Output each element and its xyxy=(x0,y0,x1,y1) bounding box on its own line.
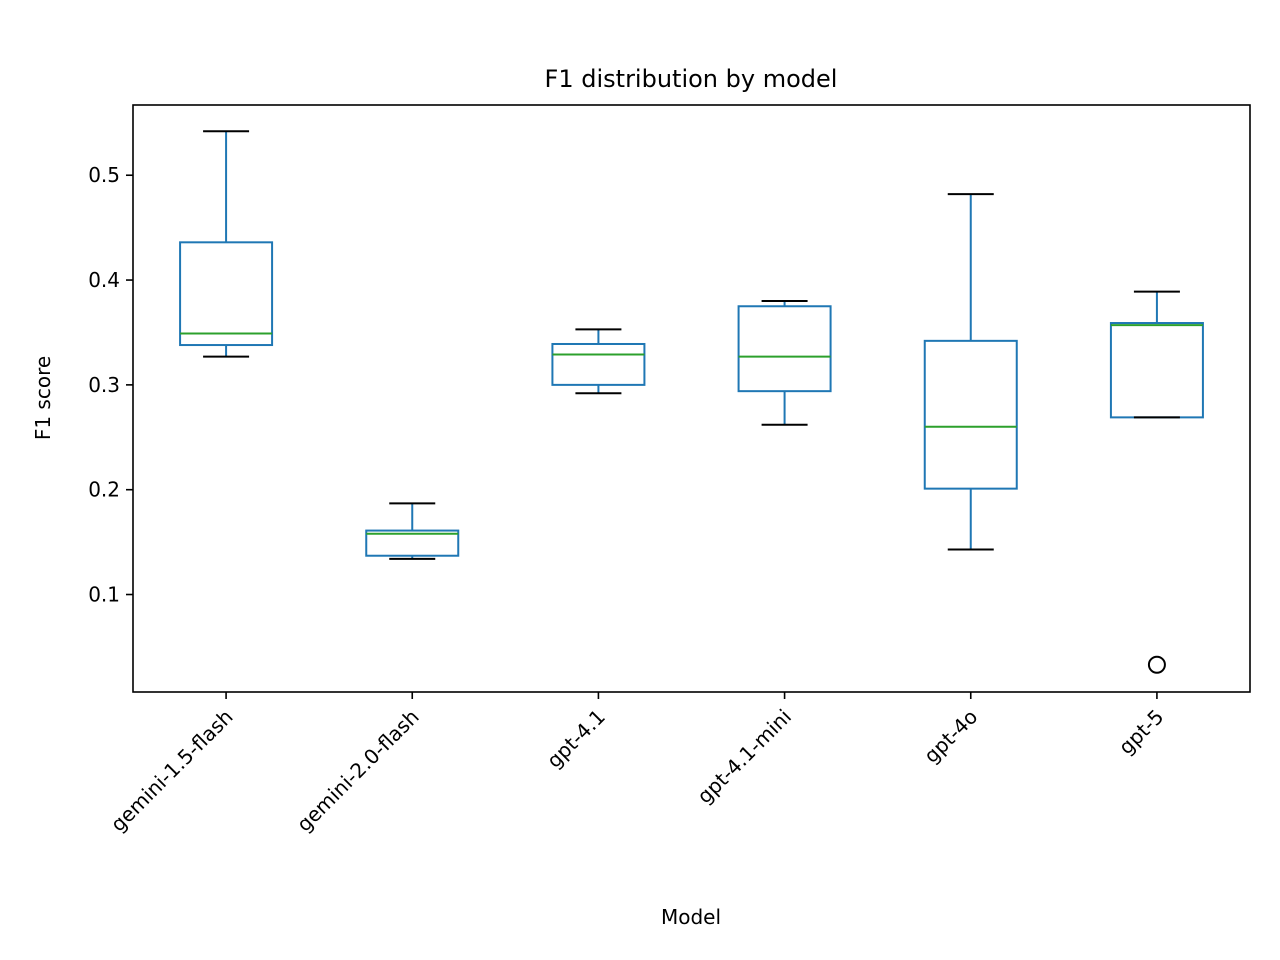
iqr-box xyxy=(923,339,1018,490)
box-gemini-2.0-flash xyxy=(365,502,460,560)
x-tick-label: gemini-1.5-flash xyxy=(106,705,238,837)
iqr-box xyxy=(179,241,274,347)
x-tick-label: gpt-5 xyxy=(1114,705,1169,760)
x-tick-label: gpt-4o xyxy=(919,705,982,768)
iqr-box xyxy=(365,529,460,557)
box-gpt-4o xyxy=(923,193,1018,551)
y-tick-label: 0.4 xyxy=(88,268,120,292)
x-tick-label: gemini-2.0-flash xyxy=(292,705,424,837)
x-tick-label: gpt-4.1 xyxy=(542,705,610,773)
x-tick-label: gpt-4.1-mini xyxy=(692,705,796,809)
box-gemini-1.5-flash xyxy=(179,130,274,358)
chart-title: F1 distribution by model xyxy=(545,65,838,93)
y-tick-label: 0.3 xyxy=(88,373,120,397)
box-gpt-4.1 xyxy=(551,328,646,395)
x-axis-label: Model xyxy=(661,905,721,929)
y-axis: 0.1 0.2 0.3 0.4 0.5 xyxy=(88,163,133,607)
plot-area-frame xyxy=(132,104,1251,693)
box-gpt-5 xyxy=(1109,290,1204,674)
y-tick-label: 0.1 xyxy=(88,583,120,607)
boxes-layer xyxy=(179,130,1204,674)
outlier-point xyxy=(1147,655,1166,674)
y-tick-label: 0.5 xyxy=(88,163,120,187)
iqr-box xyxy=(737,305,832,393)
iqr-box xyxy=(1109,322,1204,419)
y-axis-label: F1 score xyxy=(31,356,55,440)
iqr-box xyxy=(551,342,646,386)
box-gpt-4.1-mini xyxy=(737,300,832,426)
y-tick-label: 0.2 xyxy=(88,478,120,502)
x-axis: gemini-1.5-flash gemini-2.0-flash gpt-4.1 g… xyxy=(106,692,1169,837)
